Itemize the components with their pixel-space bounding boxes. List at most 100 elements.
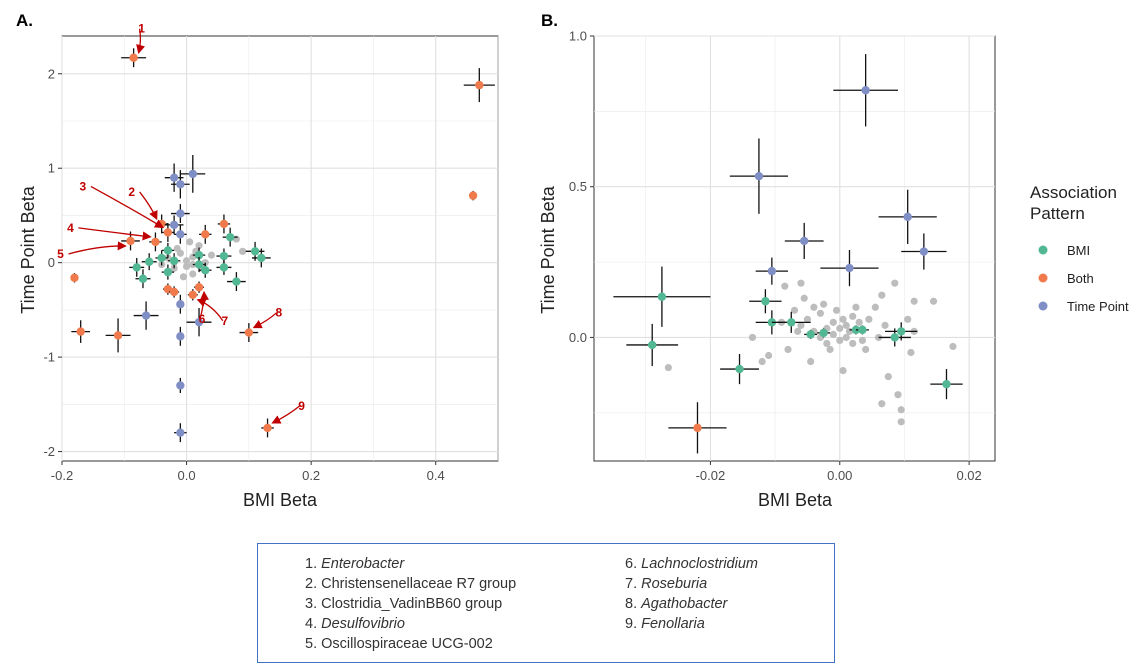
panel-a-annotations: 1 2 3 45 6 7 8 9 <box>57 22 305 424</box>
annotation-9: 9 <box>271 399 305 424</box>
background-taxon-point <box>878 400 886 408</box>
annotation-arrow <box>139 191 158 221</box>
y-tick-label: 1.0 <box>569 29 587 44</box>
background-taxon-point <box>820 300 828 308</box>
annotation-arrow <box>252 312 278 329</box>
data-point <box>163 246 173 255</box>
legend-label: Both <box>1067 271 1094 286</box>
genus-key-item: 8. Agathobacter <box>625 594 758 614</box>
genus-key-name: Oscillospiraceae UCG-002 <box>321 636 493 652</box>
background-taxon-point <box>179 273 188 281</box>
genus-key-item: 2. Christensenellaceae R7 group <box>305 574 516 594</box>
panel-a-y-ticks: -2 -1 0 1 2 <box>43 66 62 459</box>
background-taxon-point <box>794 327 802 335</box>
background-taxon-point <box>855 318 863 326</box>
genus-key-item: 1. Enterobacter <box>305 554 516 574</box>
genus-key-name: Desulfovibrio <box>321 616 405 632</box>
data-point <box>176 300 185 309</box>
data-point <box>194 317 204 327</box>
data-point <box>800 236 809 246</box>
data-point <box>693 423 702 433</box>
x-tick-label: -0.02 <box>696 468 726 483</box>
data-point <box>70 273 79 282</box>
genus-key-number: 4. <box>305 616 322 632</box>
legend-item-both: Both <box>1038 271 1094 286</box>
data-point <box>225 232 235 242</box>
panel-b-grid <box>594 35 995 461</box>
background-taxon-point <box>891 279 899 287</box>
legend-title-line-1: Association <box>1030 183 1117 202</box>
y-tick-label: 0.5 <box>569 179 587 194</box>
background-taxon-point <box>832 306 841 314</box>
data-point <box>219 219 229 229</box>
panel-a-label: A. <box>16 11 33 30</box>
y-tick-label: 2 <box>48 66 55 81</box>
legend-item-bmi: BMI <box>1038 243 1090 258</box>
y-tick-label: -1 <box>43 350 55 365</box>
genus-key-column-2: 6. Lachnoclostridium 7. Roseburia 8. Agath… <box>625 554 758 634</box>
data-point <box>754 171 764 181</box>
background-taxon-point <box>195 242 203 250</box>
legend-items: BMI Both Time Point <box>1038 243 1129 314</box>
data-point <box>169 220 179 230</box>
background-taxon-point <box>871 303 879 311</box>
background-taxon-point <box>929 297 938 305</box>
panel-a-x-axis-title: BMI Beta <box>243 490 318 510</box>
background-taxon-point <box>207 251 216 259</box>
annotation-label: 8 <box>276 306 283 320</box>
data-point <box>806 330 815 339</box>
data-point <box>194 283 204 292</box>
background-taxon-point <box>189 260 197 269</box>
data-point <box>761 297 770 306</box>
background-taxon-point <box>186 238 194 246</box>
panel-b: B. -0.02 0.00 0.02 0.0 0.5 1.0 BMI Beta Time… <box>538 11 996 510</box>
background-taxon-point <box>849 339 857 348</box>
background-taxon-point <box>949 342 957 351</box>
background-taxon-point <box>839 315 847 323</box>
panel-b-x-axis-title: BMI Beta <box>758 490 833 510</box>
data-point <box>76 327 85 336</box>
data-point <box>163 267 173 277</box>
data-point <box>169 287 179 297</box>
legend-swatch <box>1038 301 1048 311</box>
data-point <box>890 333 899 342</box>
data-point <box>176 230 185 239</box>
background-taxon-point <box>758 357 766 366</box>
background-taxon-point <box>807 357 815 366</box>
genus-key-name: Christensenellaceae R7 group <box>321 576 517 592</box>
annotation-7: 7 <box>196 298 228 328</box>
background-taxon-point <box>810 303 818 311</box>
data-point <box>188 290 197 299</box>
data-point <box>176 428 185 437</box>
genus-key-name: Lachnoclostridium <box>641 556 758 572</box>
background-taxon-point <box>189 270 197 278</box>
x-tick-label: 0.00 <box>827 468 852 483</box>
data-point <box>903 212 912 222</box>
data-point <box>113 331 123 340</box>
panel-a-series <box>70 48 495 443</box>
panel-a-plot-area <box>61 35 499 462</box>
annotation-label: 7 <box>221 314 228 328</box>
data-point <box>151 237 160 247</box>
annotation-5: 5 <box>57 241 127 261</box>
background-taxon-point <box>910 297 918 305</box>
series-both <box>668 402 727 454</box>
data-point <box>201 266 210 275</box>
panel-b-x-ticks: -0.02 0.00 0.02 <box>696 461 982 483</box>
annotation-label: 6 <box>199 312 206 326</box>
annotation-arrow <box>196 298 224 322</box>
data-point <box>188 169 197 179</box>
annotation-label: 1 <box>138 22 145 36</box>
y-tick-label: 0.0 <box>569 330 587 345</box>
data-point <box>138 274 148 283</box>
panel-b-label: B. <box>541 11 558 30</box>
legend-title-line-2: Pattern <box>1030 204 1085 223</box>
background-taxon-point <box>839 366 847 375</box>
series-time-point <box>729 54 947 287</box>
x-tick-label: 0.02 <box>956 468 981 483</box>
panel-b-plot-area <box>593 35 996 462</box>
genus-key-number: 1. <box>305 556 322 572</box>
genus-key-name: Fenollaria <box>641 616 705 632</box>
genus-key-item: 4. Desulfovibrio <box>305 614 516 634</box>
genus-key-number: 2. <box>305 576 322 592</box>
